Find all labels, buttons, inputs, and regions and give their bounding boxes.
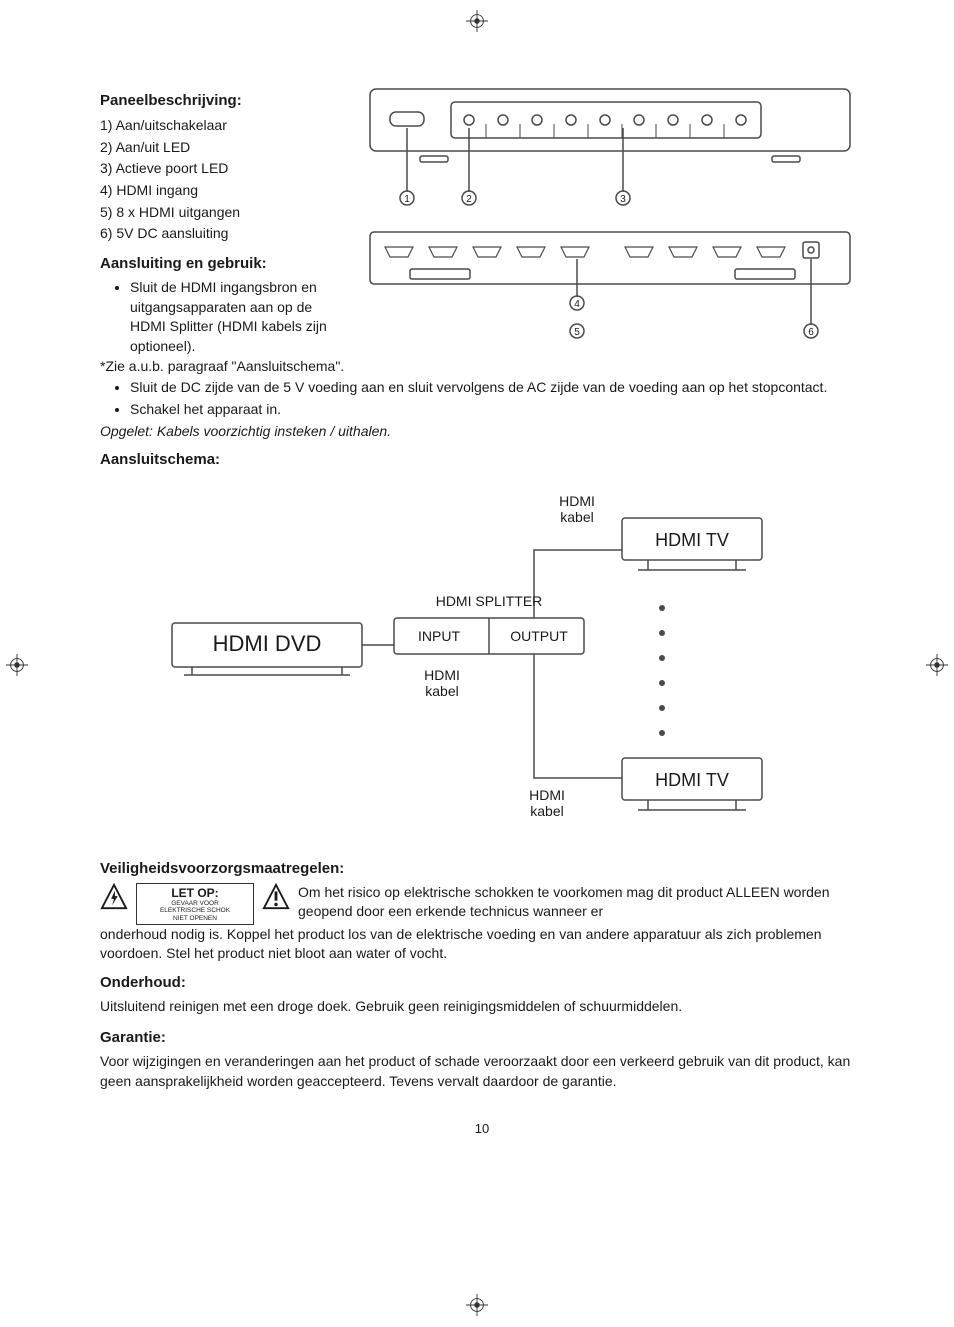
panel-item: 3) Actieve poort LED (100, 158, 345, 180)
tv2-label: HDMI TV (655, 770, 729, 790)
panel-item: 5) 8 x HDMI uitgangen (100, 202, 345, 224)
svg-text:kabel: kabel (560, 509, 593, 525)
panel-item: 1) Aan/uitschakelaar (100, 115, 345, 137)
registration-mark-top (466, 10, 488, 32)
panel-item: 4) HDMI ingang (100, 180, 345, 202)
panel-item: 6) 5V DC aansluiting (100, 223, 345, 245)
front-panel-diagram: 1 2 3 (365, 84, 864, 219)
svg-text:kabel: kabel (530, 803, 563, 819)
page-number: 10 (100, 1121, 864, 1136)
connect-bullet: Sluit de DC zijde van de 5 V voeding aan… (130, 378, 864, 398)
connect-note: *Zie a.u.b. paragraaf "Aansluitschema". (100, 357, 345, 377)
caution-label: LET OP: (139, 886, 251, 900)
registration-mark-right (926, 654, 948, 676)
maintenance-text: Uitsluitend reinigen met een droge doek.… (100, 997, 864, 1017)
safety-block: LET OP: GEVAAR VOOR ELEKTRISCHE SCHOK NI… (100, 883, 864, 924)
output-label: OUTPUT (510, 628, 568, 644)
maintenance-title: Onderhoud: (100, 974, 864, 991)
panel-list: 1) Aan/uitschakelaar 2) Aan/uit LED 3) A… (100, 115, 345, 245)
warranty-text: Voor wijzigingen en veranderingen aan he… (100, 1052, 864, 1091)
svg-text:kabel: kabel (425, 683, 458, 699)
connect-list-2: Sluit de DC zijde van de 5 V voeding aan… (130, 378, 864, 419)
svg-text:HDMI: HDMI (529, 787, 565, 803)
callout-1: 1 (404, 194, 410, 205)
callout-3: 3 (620, 194, 626, 205)
safety-title: Veiligheidsvoorzorgsmaatregelen: (100, 860, 864, 877)
callout-6: 6 (808, 327, 814, 338)
callout-4: 4 (574, 299, 580, 310)
panel-title: Paneelbeschrijving: (100, 92, 345, 109)
connect-list-1: Sluit de HDMI ingangsbron en uitgangsapp… (130, 278, 345, 356)
caution-sub2: ELEKTRISCHE SCHOK (139, 907, 251, 914)
schema-title: Aansluitschema: (100, 451, 864, 468)
tv1-label: HDMI TV (655, 530, 729, 550)
safety-text-2: onderhoud nodig is. Koppel het product l… (100, 925, 864, 963)
connect-bullet: Sluit de HDMI ingangsbron en uitgangsapp… (130, 278, 345, 356)
safety-text-1: Om het risico op elektrische schokken te… (298, 883, 864, 921)
svg-text:HDMI: HDMI (424, 667, 460, 683)
rear-panel-diagram: 4 5 6 (365, 227, 864, 357)
registration-mark-bottom (466, 1294, 488, 1316)
svg-text:HDMI: HDMI (559, 493, 595, 509)
registration-mark-left (6, 654, 28, 676)
warranty-title: Garantie: (100, 1029, 864, 1046)
exclamation-warning-icon (262, 883, 290, 911)
caution-sub1: GEVAAR VOOR (139, 900, 251, 907)
caution-box: LET OP: GEVAAR VOOR ELEKTRISCHE SCHOK NI… (136, 883, 254, 924)
shock-warning-icon (100, 883, 128, 911)
splitter-label: HDMI SPLITTER (436, 593, 543, 609)
input-label: INPUT (418, 628, 460, 644)
callout-2: 2 (466, 194, 472, 205)
connection-schema-diagram: HDMI DVD HDMI TV HDMI TV INPUT OUTPUT HD… (100, 478, 864, 848)
panel-item: 2) Aan/uit LED (100, 137, 345, 159)
caution-note: Opgelet: Kabels voorzichtig insteken / u… (100, 423, 864, 439)
connect-bullet: Schakel het apparaat in. (130, 400, 864, 420)
callout-5: 5 (574, 327, 580, 338)
caution-sub3: NIET OPENEN (139, 915, 251, 922)
dvd-label: HDMI DVD (213, 631, 322, 656)
connect-title: Aansluiting en gebruik: (100, 255, 345, 272)
